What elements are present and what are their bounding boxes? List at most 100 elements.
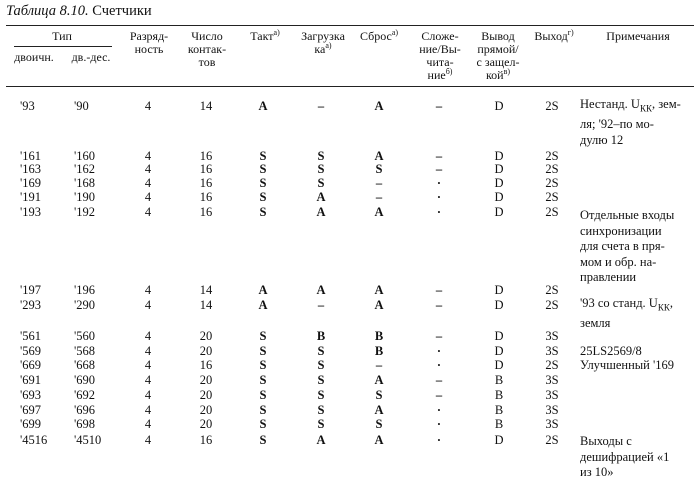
cell-contacts: 20 [199,403,213,417]
note-293-sub: КК [657,302,670,313]
header-updown-l1: Сложе- [421,29,459,43]
table-row: '4516 '4510 4 16 S A A · D 2S [0,434,700,447]
cell-bcd: '698 [74,417,96,431]
cell-output: B [494,417,504,431]
cell-bcd: '192 [74,205,96,219]
cell-updown: – [435,99,443,113]
cell-binary: '569 [20,344,42,358]
note-93-part1: Нестанд. U [580,97,640,111]
cell-binary: '691 [20,373,42,387]
cell-binary: '4516 [20,433,48,447]
cell-bits: 4 [144,344,152,358]
note-4516-line2: дешифрацией «1 [580,449,670,464]
cell-reset: A [374,373,384,387]
cell-load: A [316,190,326,204]
cell-out: 3S [545,403,559,417]
cell-reset: – [375,190,383,204]
cell-out: 2S [545,99,559,113]
header-load-footnote: а) [325,41,332,50]
cell-clock: S [259,358,267,372]
cell-contacts: 20 [199,388,213,402]
cell-bcd: '190 [74,190,96,204]
cell-output: D [494,283,504,297]
cell-reset: A [374,433,384,447]
cell-reset: – [375,358,383,372]
header-clock: Такта) [240,28,290,43]
cell-load: S [317,344,325,358]
note-193-line4: мом и обр. на- [580,254,657,269]
cell-load: S [317,388,325,402]
cell-clock: S [259,190,267,204]
cell-load: A [316,433,326,447]
cell-updown: – [435,283,443,297]
header-clock-footnote: а) [273,28,280,37]
table-row: '697 '696 4 20 S S A · B 3S [0,404,700,417]
cell-clock: S [259,433,267,447]
cell-out: 2S [545,190,559,204]
table-row: '93 '90 4 14 A – A – D 2S [0,100,700,113]
cell-out: 2S [545,162,559,176]
cell-contacts: 20 [199,344,213,358]
cell-updown: · [436,433,442,447]
cell-contacts: 16 [199,433,213,447]
cell-bcd: '568 [74,344,96,358]
cell-load: S [317,417,325,431]
table-row: '161 '160 4 16 S S A – D 2S [0,150,700,163]
cell-contacts: 16 [199,176,213,190]
cell-out: 3S [545,329,559,343]
header-output-l4: кой [485,68,504,82]
cell-binary: '561 [20,329,42,343]
cell-clock: S [259,162,267,176]
cell-clock: S [259,417,267,431]
header-updown-l3: чита- [426,55,454,69]
table-row: '163 '162 4 16 S S S – D 2S [0,163,700,176]
cell-updown: · [436,344,442,358]
cell-load: – [317,99,325,113]
cell-contacts: 16 [199,205,213,219]
cell-bits: 4 [144,373,152,387]
table-row: '693 '692 4 20 S S S – B 3S [0,389,700,402]
header-out-footnote: г) [567,28,574,37]
cell-output: D [494,358,504,372]
header-bits: Разряд- ность [120,30,178,56]
cell-reset: – [375,176,383,190]
cell-load: S [317,176,325,190]
cell-clock: S [259,403,267,417]
header-updown-l2: ние/Вы- [419,42,461,56]
cell-bits: 4 [144,417,152,431]
cell-out: 2S [545,358,559,372]
note-93-sub: КК [639,103,652,114]
header-reset: Сброса) [350,28,408,43]
cell-bcd: '560 [74,329,96,343]
cell-updown: · [436,205,442,219]
cell-binary: '693 [20,388,42,402]
cell-out: 2S [545,298,559,312]
cell-reset: S [375,388,383,402]
header-load-l1: Загрузка [301,29,345,43]
top-rule [6,25,694,26]
cell-binary: '697 [20,403,42,417]
cell-binary: '193 [20,205,42,219]
header-bcd: дв.-дес. [71,50,111,64]
cell-clock: S [259,149,267,163]
cell-contacts: 16 [199,190,213,204]
note-193-line5: правлении [580,270,637,284]
cell-updown: · [436,176,442,190]
note-193: Отдельные входы синхронизации для счета … [580,208,694,286]
cell-output: D [494,190,504,204]
header-reset-footnote: а) [391,28,399,37]
cell-clock: A [258,99,268,113]
header-out-text: Выход [534,29,568,43]
cell-out: 3S [545,344,559,358]
cell-bcd: '90 [74,99,89,113]
cell-updown: – [435,149,443,163]
cell-contacts: 16 [199,162,213,176]
cell-load: S [317,373,325,387]
cell-bits: 4 [144,298,152,312]
cell-updown: · [436,403,442,417]
header-bits-l2: ность [134,42,164,56]
header-updown-footnote: б) [445,67,453,76]
cell-output: D [494,205,504,219]
cell-bcd: '290 [74,298,96,312]
note-93-part2: , зем- [651,97,681,111]
